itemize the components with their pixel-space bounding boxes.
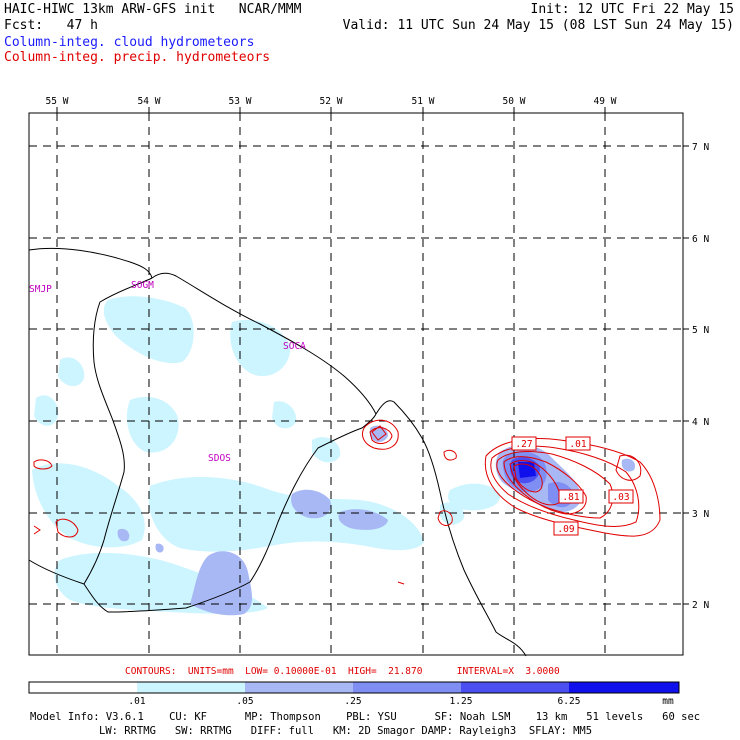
svg-text:.27: .27 bbox=[515, 439, 532, 450]
svg-text:54 W: 54 W bbox=[138, 96, 161, 107]
svg-text:6.25: 6.25 bbox=[558, 696, 581, 707]
svg-text:53 W: 53 W bbox=[229, 96, 252, 107]
cloud-shading bbox=[32, 296, 636, 616]
contour-label-group: .27 .01 .81 .03 .09 bbox=[511, 436, 634, 536]
svg-text:55 W: 55 W bbox=[46, 96, 69, 107]
svg-text:.01: .01 bbox=[128, 696, 145, 707]
svg-text:49 W: 49 W bbox=[594, 96, 617, 107]
contour-label-4: .09 bbox=[553, 521, 579, 536]
coastline bbox=[28, 247, 527, 657]
latlon-grid bbox=[29, 113, 683, 655]
plot-title: HAIC-HIWC 13km ARW-GFS init NCAR/MMM bbox=[4, 2, 302, 17]
svg-text:.05: .05 bbox=[236, 696, 253, 707]
forecast-hour: Fcst: 47 h bbox=[4, 18, 98, 33]
model-info-line1: Model Info: V3.6.1 CU: KF MP: Thompson P… bbox=[30, 711, 701, 723]
init-time: Init: 12 UTC Fri 22 May 15 bbox=[530, 2, 735, 17]
svg-text:6 N: 6 N bbox=[692, 234, 709, 245]
svg-text:51 W: 51 W bbox=[412, 96, 435, 107]
contour-label-2: .81 bbox=[558, 489, 584, 504]
precip-contours bbox=[33, 419, 661, 585]
svg-text:.09: .09 bbox=[557, 524, 574, 535]
svg-text:5 N: 5 N bbox=[692, 325, 709, 336]
contour-info: CONTOURS: UNITS=mm LOW= 0.10000E-01 HIGH… bbox=[125, 666, 560, 677]
lat-labels: 7 N 6 N 5 N 4 N 3 N 2 N bbox=[692, 142, 709, 611]
colorbar: .01 .05 .25 1.25 6.25 mm bbox=[28, 681, 680, 707]
svg-text:2 N: 2 N bbox=[692, 600, 709, 611]
svg-text:.03: .03 bbox=[612, 492, 629, 503]
legend-cloud-hydrometeors: Column-integ. cloud hydrometeors bbox=[4, 35, 255, 50]
station-sogm: SOGM bbox=[131, 280, 154, 291]
svg-text:52 W: 52 W bbox=[320, 96, 343, 107]
svg-text:3 N: 3 N bbox=[692, 509, 709, 520]
contour-label-1: .01 bbox=[565, 436, 591, 451]
svg-text:50 W: 50 W bbox=[503, 96, 526, 107]
station-smjp: SMJP bbox=[29, 284, 52, 295]
station-sdos: SDOS bbox=[208, 453, 231, 464]
svg-text:.25: .25 bbox=[344, 696, 361, 707]
svg-text:7 N: 7 N bbox=[692, 142, 709, 153]
legend-precip-hydrometeors: Column-integ. precip. hydrometeors bbox=[4, 50, 271, 65]
station-soca: SOCA bbox=[283, 341, 306, 352]
svg-text:.01: .01 bbox=[569, 439, 586, 450]
map-frame bbox=[28, 112, 684, 656]
valid-time: Valid: 11 UTC Sun 24 May 15 (08 LST Sun … bbox=[342, 18, 734, 33]
model-info-line2: LW: RRTMG SW: RRTMG DIFF: full KM: 2D Sm… bbox=[99, 725, 593, 737]
svg-text:mm: mm bbox=[662, 696, 674, 707]
station-labels: SMJP SOGM SOCA SDOS bbox=[29, 280, 306, 464]
contour-label-0: .27 bbox=[511, 436, 537, 451]
svg-text:1.25: 1.25 bbox=[450, 696, 473, 707]
svg-text:.81: .81 bbox=[562, 492, 579, 503]
lon-labels: 55 W 54 W 53 W 52 W 51 W 50 W 49 W bbox=[46, 96, 617, 107]
contour-label-3: .03 bbox=[608, 489, 634, 504]
svg-text:4 N: 4 N bbox=[692, 417, 709, 428]
